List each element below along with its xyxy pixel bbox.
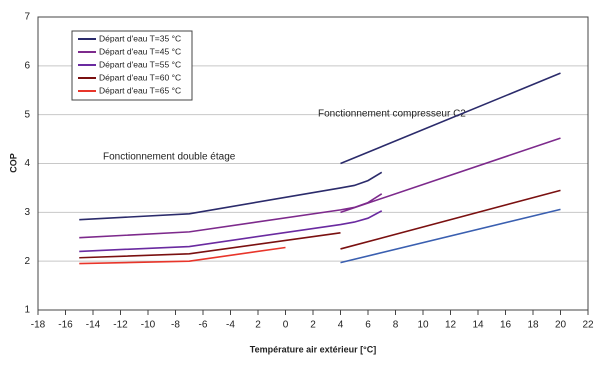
series-line — [340, 208, 561, 264]
y-tick-label: 6 — [24, 60, 30, 71]
legend-label: Départ d'eau T=60 °C — [99, 72, 181, 82]
legend-label: Départ d'eau T=35 °C — [99, 33, 181, 43]
y-tick-label: 7 — [24, 12, 30, 23]
x-tick-label: 8 — [393, 320, 399, 331]
x-tick-label: 14 — [472, 320, 484, 331]
y-tick-label: 1 — [24, 305, 30, 316]
x-tick-label: -12 — [113, 320, 128, 331]
x-tick-label: 18 — [527, 320, 539, 331]
x-axis-title: Température air extérieur [°C] — [250, 344, 376, 354]
y-tick-label: 5 — [24, 109, 30, 120]
x-tick-label: 0 — [283, 320, 289, 331]
x-tick-label: -8 — [171, 320, 180, 331]
x-tick-label: -6 — [199, 320, 208, 331]
x-tick-label: 10 — [417, 320, 429, 331]
series-line — [79, 189, 561, 259]
x-tick-label: -10 — [141, 320, 156, 331]
y-tick-label: 3 — [24, 207, 30, 218]
x-tick-label: 16 — [500, 320, 512, 331]
y-tick-label: 4 — [24, 158, 30, 169]
x-tick-label: -18 — [31, 320, 46, 331]
series-line — [79, 246, 286, 265]
x-tick-label: -4 — [226, 320, 235, 331]
x-tick-label: 20 — [555, 320, 567, 331]
series-line — [79, 210, 383, 253]
y-axis-title: COP — [8, 153, 18, 173]
x-tick-label: 2 — [310, 320, 316, 331]
annotation: Fonctionnement double étage — [103, 152, 236, 163]
series-line — [79, 72, 561, 221]
legend-label: Départ d'eau T=65 °C — [99, 85, 181, 95]
x-tick-label: 12 — [445, 320, 457, 331]
y-tick-label: 2 — [24, 256, 30, 267]
x-tick-label: 22 — [582, 320, 594, 331]
x-tick-label: -16 — [58, 320, 73, 331]
x-tick-label: 2 — [255, 320, 261, 331]
x-tick-label: -14 — [86, 320, 101, 331]
legend-label: Départ d'eau T=45 °C — [99, 46, 181, 56]
legend-label: Départ d'eau T=55 °C — [99, 59, 181, 69]
x-tick-label: 6 — [365, 320, 371, 331]
series-line — [79, 137, 561, 239]
annotation: Fonctionnement compresseur C2 — [318, 109, 466, 120]
x-tick-label: 4 — [338, 320, 344, 331]
